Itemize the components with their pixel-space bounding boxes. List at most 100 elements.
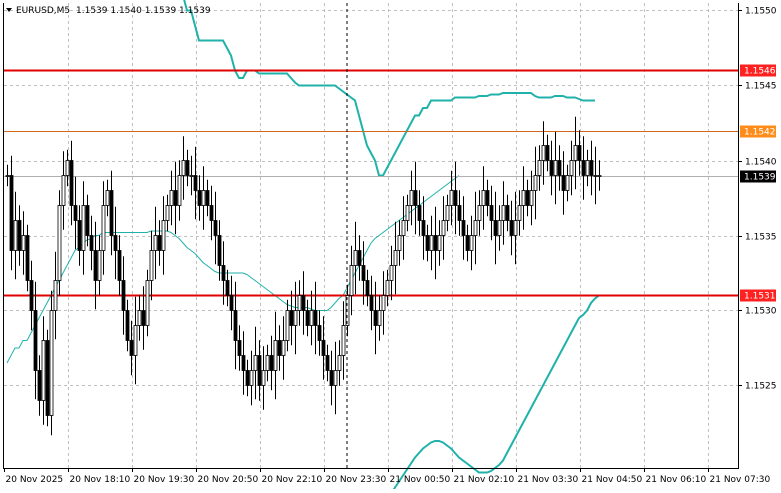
candle (65, 149, 70, 187)
candle (5, 164, 10, 187)
candle (385, 269, 390, 307)
candle-body (137, 310, 142, 326)
candle (113, 206, 118, 280)
candle (213, 191, 218, 265)
candle (93, 221, 98, 310)
candle-body (189, 175, 194, 177)
candle (369, 275, 374, 331)
candle (49, 290, 54, 436)
candle (377, 295, 382, 341)
candle (549, 140, 554, 196)
candle-body (481, 190, 486, 206)
level-label-bg (740, 289, 776, 302)
candle-body (381, 295, 386, 311)
candle-body (309, 310, 314, 326)
candle-body (29, 280, 34, 311)
candle (189, 155, 194, 196)
candle (109, 170, 114, 256)
menu-triangle-icon[interactable] (6, 8, 12, 12)
candle-body (109, 190, 114, 236)
candle-body (297, 295, 302, 311)
price-label-layer: 1.1546 1.1542 1.1531 1.1539 (740, 64, 776, 302)
candle (509, 200, 514, 256)
candle (241, 331, 246, 395)
candle-body (101, 205, 106, 251)
candle (13, 191, 18, 280)
candle-body (49, 310, 54, 416)
candle-body (177, 175, 182, 206)
candle-body (65, 160, 70, 176)
candle (413, 161, 418, 235)
candle (265, 344, 270, 382)
candle (61, 151, 66, 230)
candle (69, 140, 74, 226)
candle (453, 161, 458, 235)
candle-body (125, 310, 130, 341)
candle (525, 179, 530, 217)
candle (437, 220, 442, 266)
candle-body (269, 355, 274, 371)
candle-body (409, 190, 414, 206)
candle (217, 220, 222, 281)
candle-body (517, 205, 522, 221)
candle (53, 251, 58, 340)
candle (37, 355, 42, 416)
candle-body (21, 235, 26, 251)
candle-body (149, 250, 154, 281)
candle (565, 164, 570, 202)
candle-body (165, 205, 170, 221)
candle (365, 269, 370, 307)
y-tick-label: 1.1550 (745, 7, 777, 17)
candle-body (225, 280, 230, 296)
candle-body (305, 310, 310, 326)
candle (561, 151, 566, 215)
candle-body (205, 190, 210, 206)
candle-body (197, 190, 202, 206)
candle (325, 344, 330, 382)
candle-body (469, 235, 474, 251)
candle (445, 194, 450, 232)
candle (429, 215, 434, 271)
candle (473, 191, 478, 265)
axis-layer: 1.1550 1.1545 1.1540 1.1535 1.1530 1.1525 20 N… (4, 7, 777, 485)
candle-body (121, 280, 126, 311)
upper-band-line (183, 0, 595, 177)
current-price-label-bg (740, 170, 776, 183)
candle-body (357, 250, 362, 266)
candle-body (425, 235, 430, 251)
candle (29, 260, 34, 331)
level-label-bg (740, 64, 776, 77)
candle (85, 194, 90, 247)
x-tick-label: 21 Nov 00:50 (390, 475, 451, 485)
candle-body (569, 160, 574, 176)
candle-body (329, 370, 334, 386)
candle-body (97, 250, 102, 281)
candle (517, 190, 522, 236)
candle (197, 175, 202, 221)
candle-body (53, 280, 58, 311)
candle-body (537, 160, 542, 176)
candle-body (289, 310, 294, 326)
candle-body (529, 190, 534, 206)
x-tick-label: 20 Nov 2025 (6, 475, 64, 485)
candle (301, 271, 306, 335)
candle (101, 181, 106, 275)
candle-body (457, 205, 462, 221)
candle (537, 145, 542, 191)
y-tick-label: 1.1530 (745, 307, 777, 317)
candle (393, 221, 398, 295)
candle (181, 136, 186, 200)
candle (489, 185, 494, 241)
candle-body (417, 205, 422, 221)
candle-body (337, 355, 342, 371)
candle-body (493, 220, 498, 236)
candle (209, 185, 214, 241)
candle (129, 320, 134, 376)
candle-body (397, 235, 402, 251)
candle (405, 194, 410, 232)
candle (337, 340, 342, 386)
candle-body (549, 160, 554, 176)
candle (389, 245, 394, 301)
